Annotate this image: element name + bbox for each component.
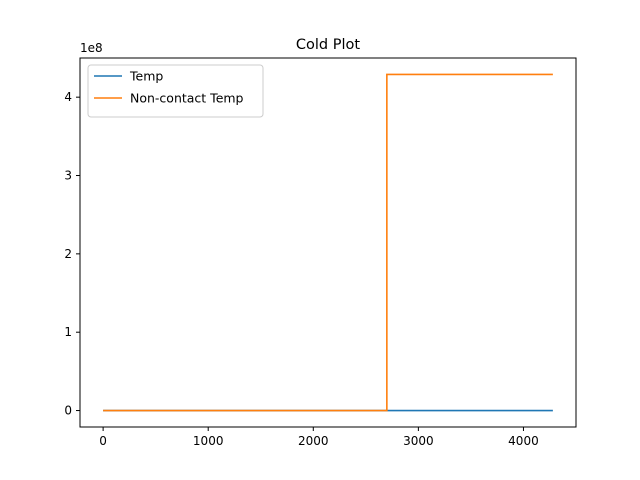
x-tick-label: 4000 xyxy=(508,434,539,448)
axes-frame xyxy=(79,57,577,428)
legend-label-0: Temp xyxy=(129,69,163,84)
y-tick-label: 2 xyxy=(64,247,72,261)
legend-label-1: Non-contact Temp xyxy=(130,91,244,106)
legend: Temp Non-contact Temp xyxy=(87,64,264,118)
x-tick-label: 0 xyxy=(99,434,107,448)
series-line-1 xyxy=(103,73,553,412)
x-tick-label: 1000 xyxy=(193,434,224,448)
x-tick-label: 2000 xyxy=(298,434,329,448)
y-axis: 0 1 2 3 4 xyxy=(64,90,80,418)
chart-title: Cold Plot xyxy=(296,37,360,53)
y-tick-label: 0 xyxy=(64,404,72,418)
y-tick-label: 3 xyxy=(64,169,72,183)
x-tick-label: 3000 xyxy=(403,434,434,448)
legend-box xyxy=(87,64,264,118)
x-axis: 0 1000 2000 3000 4000 xyxy=(99,427,539,448)
y-axis-offset-label: 1e8 xyxy=(80,41,103,55)
y-tick-label: 4 xyxy=(64,90,72,104)
plot-area xyxy=(79,57,577,428)
y-tick-label: 1 xyxy=(64,325,72,339)
